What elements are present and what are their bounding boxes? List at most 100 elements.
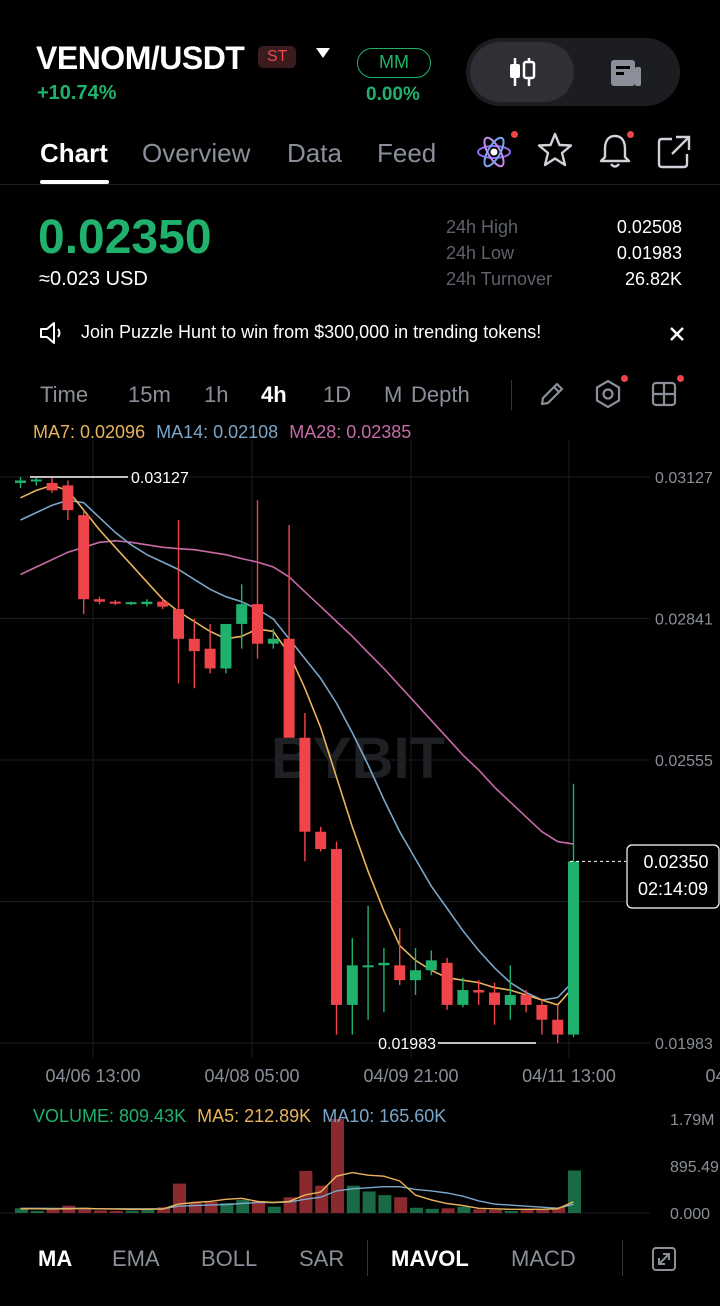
tab-chart[interactable]: Chart bbox=[40, 138, 108, 168]
volume-bar bbox=[315, 1185, 329, 1213]
depth-tab[interactable]: Depth bbox=[411, 382, 470, 407]
volume-bar bbox=[236, 1199, 250, 1213]
ma7-legend: MA7: 0.02096 bbox=[33, 422, 146, 442]
current-price-box bbox=[626, 844, 720, 909]
indicator-ema[interactable]: EMA bbox=[112, 1246, 160, 1271]
timeframe-1h[interactable]: 1h bbox=[204, 382, 229, 407]
tab-data[interactable]: Data bbox=[287, 138, 342, 168]
candle-down bbox=[489, 992, 500, 1005]
current-price-label: 0.02350 bbox=[643, 852, 708, 872]
timeframe-15m[interactable]: 15m bbox=[128, 382, 171, 407]
x-axis-tick: 04/06 13:00 bbox=[45, 1066, 140, 1086]
volume-bar bbox=[410, 1207, 423, 1213]
timeframe-4h[interactable]: 4h bbox=[261, 382, 287, 407]
share-external-icon[interactable] bbox=[656, 134, 692, 170]
candlestick-chart[interactable]: 0.031270.028410.025550.022700.0198304/06… bbox=[0, 440, 720, 1220]
volume-bar bbox=[299, 1170, 313, 1213]
volume-bar bbox=[78, 1209, 92, 1213]
candle-down bbox=[331, 849, 342, 1005]
indicator-boll[interactable]: BOLL bbox=[201, 1246, 258, 1271]
candle-up bbox=[30, 479, 42, 482]
timeframe-1d[interactable]: 1D bbox=[323, 382, 352, 407]
stat-value-low: 0.01983 bbox=[616, 243, 682, 263]
candle-up bbox=[362, 965, 374, 968]
stat-value-high: 0.02508 bbox=[616, 217, 682, 237]
candle-down bbox=[94, 599, 105, 602]
candlestick-icon bbox=[510, 58, 536, 86]
candle-down bbox=[315, 831, 327, 850]
volume-bar bbox=[267, 1206, 281, 1213]
candle-up bbox=[504, 995, 516, 1005]
volume-bar bbox=[394, 1197, 408, 1213]
x-axis-tick: 04/11 13:00 bbox=[522, 1066, 616, 1086]
promo-banner-text[interactable]: Join Puzzle Hunt to win from $300,000 in… bbox=[81, 322, 542, 342]
countdown-label: 02:14:09 bbox=[638, 879, 708, 899]
st-badge: ST bbox=[258, 46, 297, 68]
candle-down bbox=[520, 995, 532, 1005]
candle-up bbox=[220, 623, 232, 669]
candle-down bbox=[473, 990, 485, 993]
tab-feed[interactable]: Feed bbox=[377, 138, 437, 168]
tab-overview[interactable]: Overview bbox=[142, 138, 251, 168]
candle-down bbox=[441, 962, 453, 1005]
low-marker-label: 0.01983 bbox=[378, 1036, 436, 1053]
mm-value: 0.00% bbox=[366, 84, 420, 105]
ma7-line bbox=[20, 484, 575, 1006]
trading-pair-title[interactable]: VENOM/USDT bbox=[36, 40, 245, 76]
candle-up bbox=[141, 601, 153, 605]
indicator-settings-icon[interactable] bbox=[592, 378, 624, 410]
candle-down bbox=[62, 485, 74, 511]
volume-bar bbox=[125, 1210, 139, 1213]
bybit-watermark: BYBIT bbox=[271, 726, 445, 791]
ma14-line bbox=[20, 499, 575, 1001]
orderbook-icon bbox=[611, 60, 641, 86]
volume-bar bbox=[473, 1209, 487, 1213]
indicator-macd[interactable]: MACD bbox=[511, 1246, 576, 1271]
candle-up bbox=[15, 480, 26, 483]
x-axis-tick: 04/09 21:00 bbox=[363, 1066, 458, 1086]
indicator-ma[interactable]: MA bbox=[38, 1246, 73, 1271]
candle-down bbox=[46, 482, 58, 491]
ma-legend: MA7: 0.02096 MA14: 0.02108 MA28: 0.02385 bbox=[33, 422, 411, 443]
timeframe-time[interactable]: Time bbox=[40, 382, 89, 407]
stat-label-high: 24h High bbox=[446, 217, 519, 237]
ai-atom-icon[interactable] bbox=[476, 134, 512, 170]
volume-bar bbox=[141, 1208, 155, 1213]
star-favorite-icon[interactable] bbox=[536, 131, 574, 169]
chevron-down-icon[interactable] bbox=[316, 48, 330, 58]
bell-alert-icon[interactable] bbox=[598, 132, 632, 170]
volume-ma5-legend: MA5: 212.89K bbox=[197, 1106, 312, 1126]
ma28-legend: MA28: 0.02385 bbox=[289, 422, 412, 442]
volume-bar bbox=[109, 1210, 123, 1213]
candle-up bbox=[457, 990, 469, 1005]
volume-bar bbox=[157, 1207, 171, 1213]
volume-bar bbox=[252, 1200, 265, 1213]
volume-axis-tick: 1.79M bbox=[670, 1112, 714, 1129]
grid-layout-icon[interactable] bbox=[650, 380, 678, 408]
toolbar-divider bbox=[511, 380, 512, 410]
candle-up bbox=[346, 965, 358, 1005]
fullscreen-icon[interactable] bbox=[651, 1246, 677, 1272]
volume-bar bbox=[188, 1203, 202, 1213]
stat-label-low: 24h Low bbox=[446, 243, 515, 263]
volume-bar bbox=[489, 1209, 502, 1213]
volume-bar bbox=[331, 1119, 344, 1213]
candle-down bbox=[299, 737, 311, 832]
candlestick-view-button[interactable] bbox=[470, 42, 574, 102]
candle-down bbox=[252, 604, 263, 644]
candle-up bbox=[568, 861, 579, 1035]
pencil-draw-icon[interactable] bbox=[538, 380, 566, 408]
volume-bar bbox=[204, 1201, 218, 1213]
high-marker-label: 0.03127 bbox=[131, 470, 189, 487]
close-icon[interactable] bbox=[668, 325, 686, 343]
stat-label-turnover: 24h Turnover bbox=[446, 269, 553, 289]
volume-bar bbox=[536, 1209, 550, 1213]
mm-badge[interactable]: MM bbox=[357, 48, 431, 78]
indicator-mavol[interactable]: MAVOL bbox=[391, 1246, 469, 1271]
indicator-sar[interactable]: SAR bbox=[299, 1246, 345, 1271]
candle-up bbox=[378, 962, 390, 966]
settings-notification-dot bbox=[621, 375, 628, 382]
volume-bar bbox=[362, 1191, 376, 1213]
volume-bar bbox=[552, 1207, 566, 1213]
timeframe-more[interactable]: M bbox=[384, 382, 403, 407]
